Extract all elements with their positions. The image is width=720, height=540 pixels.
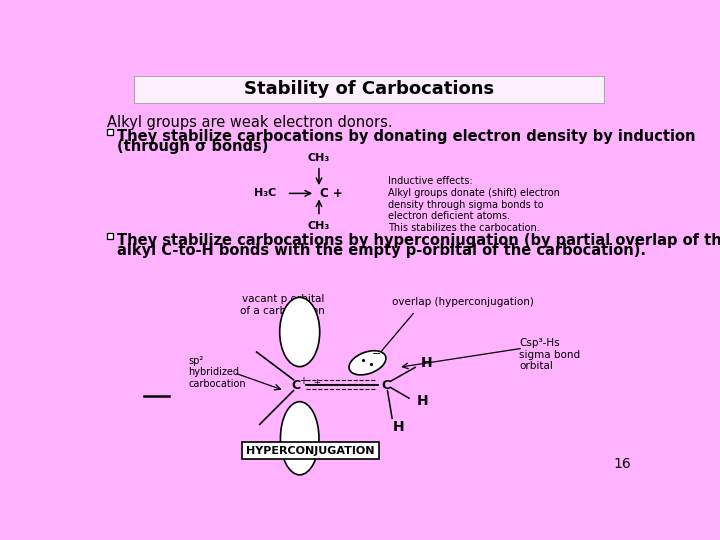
Text: +: + [313, 377, 320, 387]
Text: C +: C + [320, 187, 343, 200]
Bar [107, 129, 113, 135]
Ellipse shape [349, 350, 386, 375]
Text: H: H [421, 356, 433, 370]
Text: Csp³-Hs
sigma bond
orbital: Csp³-Hs sigma bond orbital [519, 338, 580, 372]
Text: −: − [372, 348, 382, 359]
Text: 16: 16 [613, 457, 631, 471]
Text: Alkyl groups are weak electron donors.: Alkyl groups are weak electron donors. [107, 115, 393, 130]
Text: C: C [292, 380, 300, 393]
Ellipse shape [281, 402, 319, 475]
Text: Inductive effects:
Alkyl groups donate (shift) electron
density through sigma bo: Inductive effects: Alkyl groups donate (… [388, 177, 560, 233]
Ellipse shape [279, 298, 320, 367]
Bar [242, 442, 379, 459]
Bar [107, 233, 113, 239]
Text: H₃C: H₃C [254, 188, 276, 198]
Bar [134, 76, 604, 103]
Text: They stabilize carbocations by donating electron density by induction: They stabilize carbocations by donating … [117, 129, 696, 144]
Text: alkyl C-to-H bonds with the empty p-orbital of the carbocation).: alkyl C-to-H bonds with the empty p-orbi… [117, 244, 647, 259]
Text: sp²
hybridized
carbocation: sp² hybridized carbocation [188, 356, 246, 389]
Text: CH₃: CH₃ [308, 221, 330, 231]
Text: They stabilize carbocations by hyperconjugation (by partial overlap of the: They stabilize carbocations by hyperconj… [117, 233, 720, 248]
Text: +: + [299, 375, 307, 386]
Text: vacant p orbital
of a carbocation: vacant p orbital of a carbocation [240, 294, 325, 316]
Text: C: C [382, 380, 390, 393]
Text: HYPERCONJUGATION: HYPERCONJUGATION [246, 446, 374, 456]
Text: (through σ bonds): (through σ bonds) [117, 139, 269, 154]
Text: overlap (hyperconjugation): overlap (hyperconjugation) [392, 298, 534, 307]
Text: Stability of Carbocations: Stability of Carbocations [244, 80, 494, 98]
Text: H: H [393, 421, 405, 435]
Text: H: H [416, 394, 428, 408]
Text: CH₃: CH₃ [308, 153, 330, 163]
